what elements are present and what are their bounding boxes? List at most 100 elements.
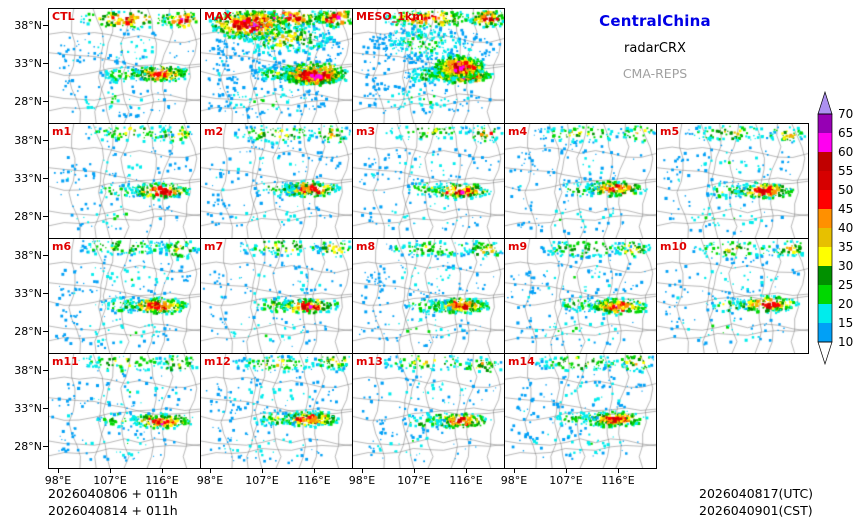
region-title: CentralChina <box>599 12 711 30</box>
lat-tick <box>43 178 48 179</box>
radar-map-canvas <box>505 354 656 468</box>
colorbar-segment <box>818 228 832 247</box>
colorbar-segment <box>818 133 832 152</box>
panel-MAX: MAX <box>200 8 353 124</box>
lon-tick <box>414 468 415 473</box>
panel-label: m10 <box>660 240 687 253</box>
lat-tick <box>43 255 48 256</box>
panel-label: MAX <box>204 10 232 23</box>
panel-MESO_1km: MESO_1km <box>352 8 505 124</box>
panel-label: MESO_1km <box>356 10 424 23</box>
panel-m7: m7 <box>200 238 353 354</box>
init-time-line-2: 2026040814 + 011h <box>48 503 178 518</box>
panel-label: m8 <box>356 240 376 253</box>
panel-m4: m4 <box>504 123 657 239</box>
colorbar-outline <box>817 113 833 343</box>
colorbar-under-arrow <box>817 341 833 366</box>
lon-tick <box>514 468 515 473</box>
panel-label: m5 <box>660 125 680 138</box>
lon-tick <box>314 468 315 473</box>
colorbar-tick-label: 30 <box>838 259 853 273</box>
lat-tick-label: 28°N <box>14 210 42 223</box>
colorbar-tick-label: 45 <box>838 202 853 216</box>
lat-tick-label: 28°N <box>14 440 42 453</box>
lon-tick-label: 98°E <box>196 474 224 487</box>
lat-tick <box>43 216 48 217</box>
panel-label: m11 <box>52 355 79 368</box>
panel-label: m9 <box>508 240 528 253</box>
radar-map-canvas <box>657 124 808 238</box>
lon-tick-label: 98°E <box>500 474 528 487</box>
model-title: CMA-REPS <box>622 66 688 81</box>
radar-map-canvas <box>49 124 200 238</box>
radar-map-canvas <box>201 354 352 468</box>
radar-map-canvas <box>49 239 200 353</box>
colorbar-segment <box>818 190 832 209</box>
lat-tick <box>43 25 48 26</box>
lon-tick <box>466 468 467 473</box>
lat-tick <box>43 408 48 409</box>
radar-map-canvas <box>201 239 352 353</box>
title-block: CentralChina radarCRX CMA-REPS <box>540 12 770 81</box>
colorbar-segment <box>818 209 832 228</box>
panel-m1: m1 <box>48 123 201 239</box>
radar-map-canvas <box>49 354 200 468</box>
lon-tick <box>362 468 363 473</box>
colorbar-segment <box>818 304 832 323</box>
lat-tick <box>43 331 48 332</box>
panel-m2: m2 <box>200 123 353 239</box>
lat-tick-label: 38°N <box>14 19 42 32</box>
colorbar-segment <box>818 114 832 133</box>
lon-tick-label: 98°E <box>348 474 376 487</box>
panel-m3: m3 <box>352 123 505 239</box>
panel-m9: m9 <box>504 238 657 354</box>
panel-m10: m10 <box>656 238 809 354</box>
lat-tick <box>43 140 48 141</box>
lon-tick <box>262 468 263 473</box>
lon-tick <box>566 468 567 473</box>
valid-time-utc: 2026040817(UTC) <box>699 486 814 501</box>
colorbar-tick-label: 60 <box>838 145 853 159</box>
lat-tick-label: 33°N <box>14 287 42 300</box>
lon-tick-label: 116°E <box>145 474 179 487</box>
panel-label: m7 <box>204 240 224 253</box>
radar-map-canvas <box>201 124 352 238</box>
lat-tick-label: 28°N <box>14 325 42 338</box>
radar-map-canvas <box>201 9 352 123</box>
panel-m12: m12 <box>200 353 353 469</box>
lat-tick <box>43 446 48 447</box>
lon-tick-label: 116°E <box>449 474 483 487</box>
panel-m5: m5 <box>656 123 809 239</box>
panel-m14: m14 <box>504 353 657 469</box>
radar-map-canvas <box>505 124 656 238</box>
colorbar-segment <box>818 152 832 171</box>
lat-tick-label: 38°N <box>14 249 42 262</box>
lon-tick-label: 107°E <box>245 474 279 487</box>
lat-tick-label: 38°N <box>14 364 42 377</box>
lat-tick <box>43 101 48 102</box>
lon-tick <box>58 468 59 473</box>
colorbar: 10 15 20 25 30 35 40 45 50 55 60 65 70 <box>817 90 853 366</box>
panel-label: m1 <box>52 125 72 138</box>
lon-tick <box>110 468 111 473</box>
panel-label: m14 <box>508 355 535 368</box>
panel-m6: m6 <box>48 238 201 354</box>
colorbar-segment <box>818 171 832 190</box>
colorbar-tick-label: 20 <box>838 297 853 311</box>
lat-tick <box>43 370 48 371</box>
panel-m13: m13 <box>352 353 505 469</box>
radar-map-canvas <box>49 9 200 123</box>
radar-map-canvas <box>353 9 504 123</box>
panel-label: m2 <box>204 125 224 138</box>
lon-tick-label: 116°E <box>297 474 331 487</box>
lat-tick-label: 28°N <box>14 95 42 108</box>
colorbar-segment <box>818 247 832 266</box>
radar-map-canvas <box>353 354 504 468</box>
init-time-line-1: 2026040806 + 011h <box>48 486 178 501</box>
colorbar-tick-label: 10 <box>838 335 853 349</box>
panel-label: m12 <box>204 355 231 368</box>
radar-map-canvas <box>353 124 504 238</box>
lat-tick-label: 33°N <box>14 402 42 415</box>
colorbar-segment <box>818 266 832 285</box>
lat-tick-label: 33°N <box>14 57 42 70</box>
